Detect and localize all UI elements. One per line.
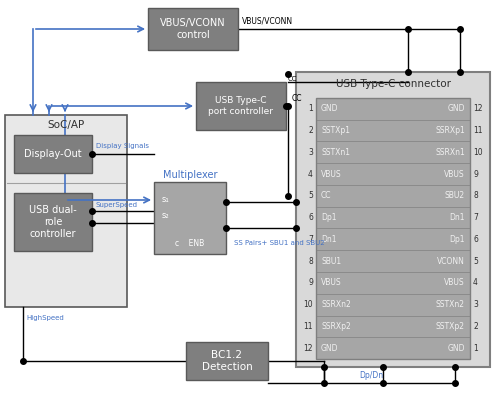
Text: VCONN: VCONN [437, 256, 465, 266]
Text: SBU2: SBU2 [445, 192, 465, 201]
Text: 7: 7 [308, 235, 313, 244]
Text: USB Type-C
port controller: USB Type-C port controller [208, 96, 274, 116]
Text: Dp/Dn: Dp/Dn [359, 371, 383, 380]
Text: s₂: s₂ [162, 212, 170, 220]
Text: CC: CC [321, 192, 332, 201]
Text: SuperSpeed: SuperSpeed [95, 202, 137, 208]
Text: SS Pairs+ SBU1 and SBU2: SS Pairs+ SBU1 and SBU2 [234, 240, 324, 246]
Text: GND: GND [321, 104, 338, 113]
Text: SBU1: SBU1 [321, 256, 341, 266]
Text: 4: 4 [308, 170, 313, 179]
Text: Dp1: Dp1 [321, 213, 336, 222]
Bar [148, 8, 238, 50]
Text: BC1.2
Detection: BC1.2 Detection [202, 350, 252, 372]
Text: Dn1: Dn1 [321, 235, 336, 244]
Text: Multiplexer: Multiplexer [163, 170, 217, 180]
Text: SSRXn1: SSRXn1 [435, 148, 465, 157]
Text: SSTXp1: SSTXp1 [321, 126, 350, 135]
Text: VBUS: VBUS [444, 170, 465, 179]
Text: 3: 3 [308, 148, 313, 157]
Text: CC: CC [288, 76, 298, 82]
Text: VBUS: VBUS [321, 278, 342, 287]
Text: 10: 10 [473, 148, 482, 157]
Text: 4: 4 [473, 278, 478, 287]
Text: 2: 2 [308, 126, 313, 135]
Text: SoC/AP: SoC/AP [48, 120, 84, 130]
Text: 10: 10 [304, 300, 313, 309]
Text: c    ENB: c ENB [176, 240, 204, 249]
Text: 5: 5 [473, 256, 478, 266]
Bar [296, 72, 490, 367]
Text: GND: GND [321, 344, 338, 353]
Text: GND: GND [448, 344, 465, 353]
Text: s₁: s₁ [162, 196, 170, 205]
Text: 7: 7 [473, 213, 478, 222]
Text: CC: CC [292, 94, 302, 103]
Text: 12: 12 [304, 344, 313, 353]
Text: VBUS: VBUS [321, 170, 342, 179]
Text: 12: 12 [473, 104, 482, 113]
Text: VBUS/VCONN: VBUS/VCONN [242, 17, 293, 26]
Text: Dp1: Dp1 [450, 235, 465, 244]
Text: 11: 11 [304, 322, 313, 331]
Bar [196, 82, 286, 130]
Text: 9: 9 [308, 278, 313, 287]
Text: 3: 3 [473, 300, 478, 309]
Text: HighSpeed: HighSpeed [26, 315, 64, 321]
Bar [154, 182, 226, 254]
Text: 8: 8 [473, 192, 478, 201]
Bar [316, 98, 470, 359]
Text: 8: 8 [308, 256, 313, 266]
Text: USB dual-
role
controller: USB dual- role controller [29, 206, 77, 239]
Text: VBUS: VBUS [444, 278, 465, 287]
Text: GND: GND [448, 104, 465, 113]
Bar [186, 342, 268, 380]
Text: SSRXp2: SSRXp2 [321, 322, 351, 331]
Text: SSTXn2: SSTXn2 [436, 300, 465, 309]
Text: Dn1: Dn1 [450, 213, 465, 222]
Text: VBUS/VCONN
control: VBUS/VCONN control [160, 18, 226, 40]
Text: Display Signals: Display Signals [96, 143, 150, 149]
Text: 6: 6 [308, 213, 313, 222]
Text: SSRXn2: SSRXn2 [321, 300, 351, 309]
Bar [14, 193, 92, 251]
Text: Display-Out: Display-Out [24, 149, 82, 159]
Bar [14, 135, 92, 173]
Text: 5: 5 [308, 192, 313, 201]
Text: 6: 6 [473, 235, 478, 244]
Text: 1: 1 [308, 104, 313, 113]
Text: USB Type-C connector: USB Type-C connector [336, 79, 450, 89]
Bar [5, 115, 127, 307]
Text: SSTXn1: SSTXn1 [321, 148, 350, 157]
Text: 9: 9 [473, 170, 478, 179]
Text: SSTXp2: SSTXp2 [436, 322, 465, 331]
Text: SSRXp1: SSRXp1 [435, 126, 465, 135]
Text: 1: 1 [473, 344, 478, 353]
Text: 2: 2 [473, 322, 478, 331]
Text: 11: 11 [473, 126, 482, 135]
